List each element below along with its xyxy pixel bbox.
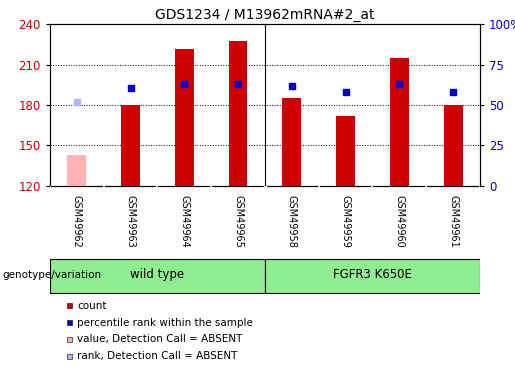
Text: GSM49958: GSM49958 bbox=[287, 195, 297, 248]
Text: GSM49964: GSM49964 bbox=[179, 195, 190, 248]
Bar bbox=[121, 105, 140, 186]
Text: FGFR3 K650E: FGFR3 K650E bbox=[333, 268, 412, 281]
Text: rank, Detection Call = ABSENT: rank, Detection Call = ABSENT bbox=[77, 351, 238, 361]
Text: GSM49965: GSM49965 bbox=[233, 195, 243, 248]
Bar bbox=[229, 40, 248, 186]
Text: GSM49963: GSM49963 bbox=[126, 195, 135, 248]
Text: GSM49961: GSM49961 bbox=[448, 195, 458, 248]
Bar bbox=[282, 98, 301, 186]
Text: GSM49962: GSM49962 bbox=[72, 195, 82, 248]
Bar bbox=[67, 155, 86, 186]
Bar bbox=[444, 105, 462, 186]
Bar bbox=[336, 116, 355, 186]
Text: GSM49960: GSM49960 bbox=[394, 195, 404, 248]
Title: GDS1234 / M13962mRNA#2_at: GDS1234 / M13962mRNA#2_at bbox=[155, 8, 375, 22]
Text: GSM49959: GSM49959 bbox=[340, 195, 351, 248]
Text: percentile rank within the sample: percentile rank within the sample bbox=[77, 318, 253, 327]
Text: genotype/variation: genotype/variation bbox=[3, 270, 101, 280]
Text: wild type: wild type bbox=[130, 268, 184, 281]
Bar bbox=[265, 259, 480, 292]
Bar bbox=[175, 49, 194, 186]
Text: value, Detection Call = ABSENT: value, Detection Call = ABSENT bbox=[77, 334, 243, 344]
Bar bbox=[390, 58, 409, 186]
Text: count: count bbox=[77, 301, 107, 310]
Bar bbox=[50, 259, 265, 292]
